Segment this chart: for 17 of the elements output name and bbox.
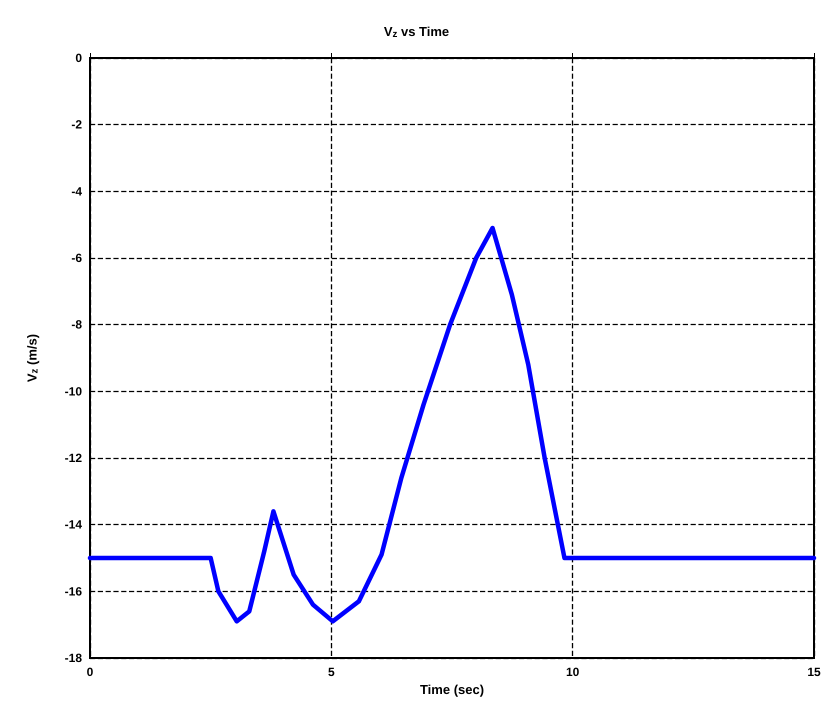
y-axis-title: Vz (m/s) (24, 334, 40, 382)
y-tick-label: -6 (71, 251, 82, 265)
x-tick-label: 15 (807, 665, 821, 679)
x-tick-label: 5 (328, 665, 335, 679)
y-tick-label: -14 (64, 518, 82, 532)
y-tick-label: -10 (64, 384, 82, 398)
x-axis-title: Time (sec) (420, 682, 484, 697)
x-tick-label: 0 (86, 665, 94, 679)
line-series (88, 226, 816, 624)
y-tick-label: -8 (71, 318, 82, 332)
y-tick-label: -16 (64, 584, 82, 598)
y-tick-label: -2 (71, 118, 82, 132)
y-tick-label: -18 (64, 651, 82, 665)
y-tick-label: -12 (64, 451, 82, 465)
y-tick-label: -4 (71, 184, 82, 198)
x-tick-label: 10 (566, 665, 580, 679)
y-tick-label: 0 (75, 51, 82, 65)
